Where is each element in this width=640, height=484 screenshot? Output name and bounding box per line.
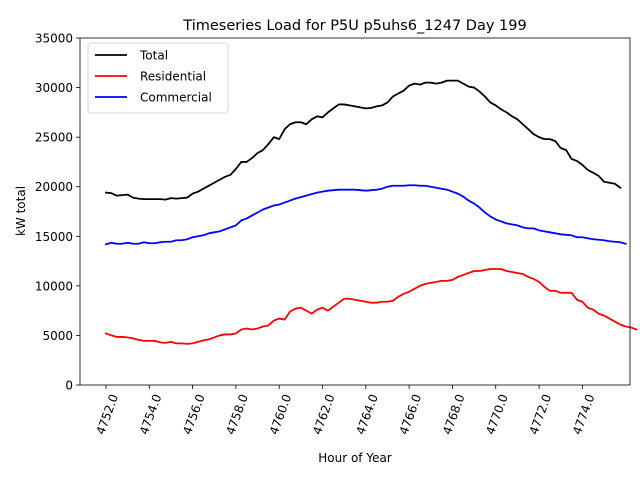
y-axis-ticks: 0 5000 10000 15000 20000 25000 30000 35000 — [35, 32, 80, 393]
y-tick-label: 35000 — [35, 32, 73, 46]
x-tick-label: 4756.0 — [180, 392, 208, 436]
x-axis-label: Hour of Year — [318, 451, 392, 465]
y-tick-label: 15000 — [35, 230, 73, 244]
x-axis-ticks: 4752.0 4754.0 4756.0 4758.0 4760.0 4762.0 4764… — [94, 385, 598, 437]
plot-lines — [104, 79, 638, 345]
y-tick-label: 30000 — [35, 81, 73, 95]
x-tick-label: 4758.0 — [223, 392, 251, 436]
x-tick-label: 4760.0 — [267, 392, 295, 436]
x-tick-label: 4770.0 — [483, 392, 511, 436]
x-tick-label: 4766.0 — [397, 392, 425, 436]
x-tick-label: 4764.0 — [353, 392, 381, 436]
y-tick-label: 0 — [65, 379, 73, 393]
legend-label-total: Total — [139, 49, 168, 63]
legend-label-residential: Residential — [140, 70, 206, 84]
x-tick-label: 4768.0 — [440, 392, 468, 436]
y-tick-label: 5000 — [42, 329, 73, 343]
legend-label-commercial: Commercial — [140, 91, 212, 105]
series-line-total — [105, 79, 622, 201]
x-tick-label: 4752.0 — [94, 392, 122, 436]
y-tick-label: 10000 — [35, 279, 73, 293]
series-line-residential — [104, 268, 638, 345]
y-tick-label: 25000 — [35, 131, 73, 145]
chart-title: Timeseries Load for P5U p5uhs6_1247 Day … — [182, 18, 526, 34]
axes-frame — [79, 37, 631, 386]
x-tick-label: 4754.0 — [137, 392, 165, 436]
y-tick-label: 20000 — [35, 180, 73, 194]
y-axis-label: kW total — [14, 186, 28, 236]
x-tick-label: 4772.0 — [527, 392, 555, 436]
legend-box — [87, 42, 229, 114]
x-tick-label: 4762.0 — [310, 392, 338, 436]
series-line-commercial — [104, 184, 627, 246]
legend: Total Residential Commercial — [87, 42, 229, 114]
x-tick-label: 4774.0 — [570, 392, 598, 436]
